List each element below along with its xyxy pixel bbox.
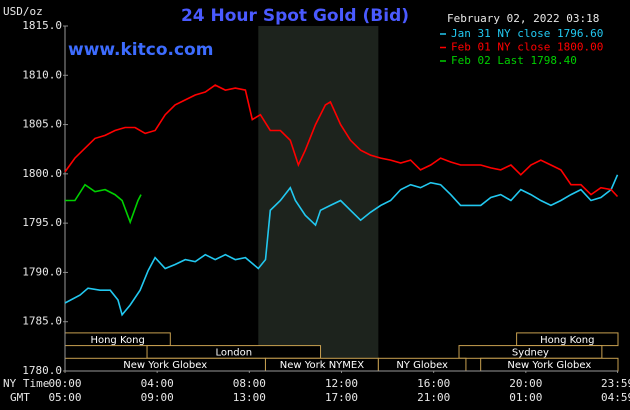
y-tick-label: 1780.0: [22, 364, 62, 377]
timestamp: February 02, 2022 03:18: [447, 12, 599, 25]
x-tick-label: 20:00: [509, 377, 542, 390]
session-label: New York Globex: [123, 360, 207, 371]
session-label: Hong Kong: [540, 335, 594, 346]
y-tick-label: 1795.0: [22, 216, 62, 229]
series-line: [64, 174, 619, 317]
session-label: New York Globex: [507, 360, 591, 371]
session-label: London: [215, 347, 252, 358]
x-tick-label: 08:00: [233, 377, 266, 390]
series-line: [65, 183, 142, 225]
y-tick-label: 1805.0: [22, 118, 62, 131]
y-tick-label: 1785.0: [22, 315, 62, 328]
x-tick-label: 12:00: [325, 377, 358, 390]
x-tick-label: 16:00: [417, 377, 450, 390]
session-label: Hong Kong: [90, 335, 144, 346]
plot-area: Hong Kong Hong Kong London Sydney New York G…: [63, 25, 619, 373]
x2-axis-label: GMT: [10, 391, 30, 404]
session-label: Sydney: [512, 347, 549, 358]
legend-label: Feb 02 Last 1798.40: [451, 54, 577, 67]
y-tick-label: 1800.0: [22, 167, 62, 180]
x-tick-label: 00:00: [48, 377, 81, 390]
chart-title: 24 Hour Spot Gold (Bid): [181, 6, 409, 26]
x2-tick-label: 09:00: [141, 391, 174, 404]
legend-label: Jan 31 NY close 1796.60: [451, 27, 603, 40]
x-tick-label: 23:59: [601, 377, 630, 390]
x2-tick-label: 21:00: [417, 391, 450, 404]
y-tick-label: 1810.0: [22, 68, 62, 81]
session-shade: [258, 26, 379, 371]
x2-tick-label: 17:00: [325, 391, 358, 404]
x2-tick-label: 01:00: [509, 391, 542, 404]
y-axis-label: USD/oz: [3, 5, 43, 18]
x2-tick-label: 13:00: [233, 391, 266, 404]
y-tick-label: 1815.0: [22, 19, 62, 32]
series-line: [64, 84, 619, 198]
legend-label: Feb 01 NY close 1800.00: [451, 41, 603, 54]
x-axis-label: NY Time: [3, 377, 49, 390]
session-label: New York NYMEX: [280, 360, 365, 371]
x2-tick-label: 04:59: [601, 391, 630, 404]
y-tick-label: 1790.0: [22, 265, 62, 278]
session-label: NY Globex: [396, 360, 448, 371]
watermark: www.kitco.com: [68, 40, 213, 60]
x-tick-label: 04:00: [141, 377, 174, 390]
x2-tick-label: 05:00: [48, 391, 81, 404]
